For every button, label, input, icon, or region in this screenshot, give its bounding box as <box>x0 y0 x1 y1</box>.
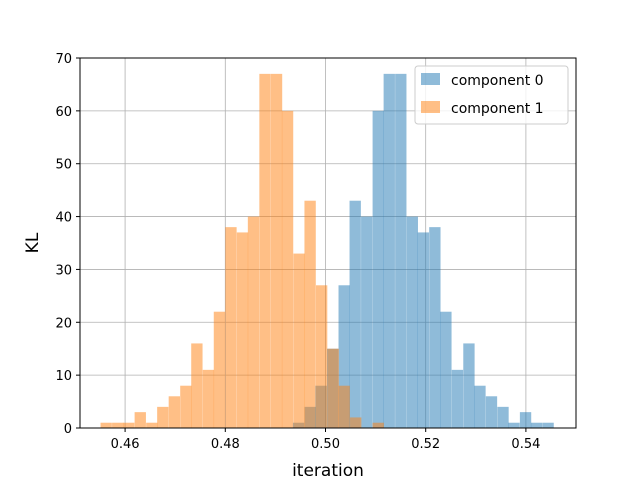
bar-component-1 <box>247 216 260 428</box>
bar-component-0 <box>429 227 441 428</box>
bar-component-1 <box>304 200 316 428</box>
x-tick-label: 0.54 <box>511 437 540 452</box>
y-tick-label: 20 <box>55 316 72 331</box>
bar-component-0 <box>542 422 554 428</box>
bar-component-1 <box>213 311 226 428</box>
bar-component-1 <box>180 385 192 428</box>
bar-component-1 <box>112 422 124 428</box>
x-tick-label: 0.50 <box>311 437 340 452</box>
bar-component-1 <box>100 422 112 428</box>
y-tick-label: 50 <box>55 158 72 173</box>
bar-component-1 <box>372 422 384 428</box>
y-axis-ticks: 0 10 20 30 40 50 60 70 <box>55 52 80 437</box>
bar-component-0 <box>349 200 361 428</box>
legend-swatch-component-0 <box>421 73 440 85</box>
bar-component-0 <box>530 422 543 428</box>
bar-component-1 <box>123 422 135 428</box>
bar-component-1 <box>350 417 362 428</box>
legend-swatch-component-1 <box>421 101 440 113</box>
x-tick-label: 0.48 <box>211 437 240 452</box>
bar-component-0 <box>451 369 464 428</box>
x-axis-label: iteration <box>292 461 364 480</box>
bar-component-1 <box>236 232 249 428</box>
bar-component-0 <box>417 232 430 428</box>
bar-component-0 <box>508 422 520 428</box>
bar-component-1 <box>225 227 237 428</box>
bar-component-0 <box>440 311 452 428</box>
x-axis-ticks: 0.46 0.48 0.50 0.52 0.54 <box>111 428 540 452</box>
bar-component-1 <box>134 412 146 428</box>
bar-component-1 <box>191 343 203 428</box>
bar-component-0 <box>395 73 407 428</box>
x-tick-label: 0.52 <box>411 437 440 452</box>
legend-label-component-0: component 0 <box>451 73 544 89</box>
bar-component-1 <box>293 253 305 428</box>
bar-component-0 <box>338 285 350 428</box>
y-tick-label: 0 <box>64 422 72 437</box>
y-axis-label: KL <box>23 232 43 253</box>
y-tick-label: 70 <box>55 52 72 67</box>
bar-component-1 <box>157 406 169 428</box>
histogram-bars <box>100 73 554 428</box>
bar-component-0 <box>372 110 384 428</box>
y-tick-label: 30 <box>55 263 72 278</box>
bar-component-0 <box>406 216 418 428</box>
bar-component-1 <box>146 422 158 428</box>
bar-component-0 <box>474 385 486 428</box>
bar-component-1 <box>259 73 271 428</box>
y-tick-label: 60 <box>55 105 72 120</box>
legend-label-component-1: component 1 <box>451 101 544 117</box>
bar-component-0 <box>519 412 532 428</box>
bar-component-0 <box>383 73 395 428</box>
bar-component-0 <box>361 216 373 428</box>
y-tick-label: 10 <box>55 369 72 384</box>
bar-component-1 <box>270 73 283 428</box>
bar-component-1 <box>202 369 215 428</box>
legend: component 0 component 1 <box>414 65 569 125</box>
bar-component-1 <box>168 396 181 428</box>
bar-component-1 <box>338 385 350 428</box>
bar-component-0 <box>485 396 498 428</box>
legend-box <box>414 65 569 125</box>
bar-component-1 <box>315 285 328 428</box>
y-tick-label: 40 <box>55 211 72 226</box>
x-tick-label: 0.46 <box>111 437 140 452</box>
bar-component-1 <box>327 348 339 428</box>
bar-component-0 <box>497 406 509 428</box>
bar-component-1 <box>281 110 294 428</box>
bar-component-0 <box>463 343 475 428</box>
plot-frame <box>79 57 577 429</box>
